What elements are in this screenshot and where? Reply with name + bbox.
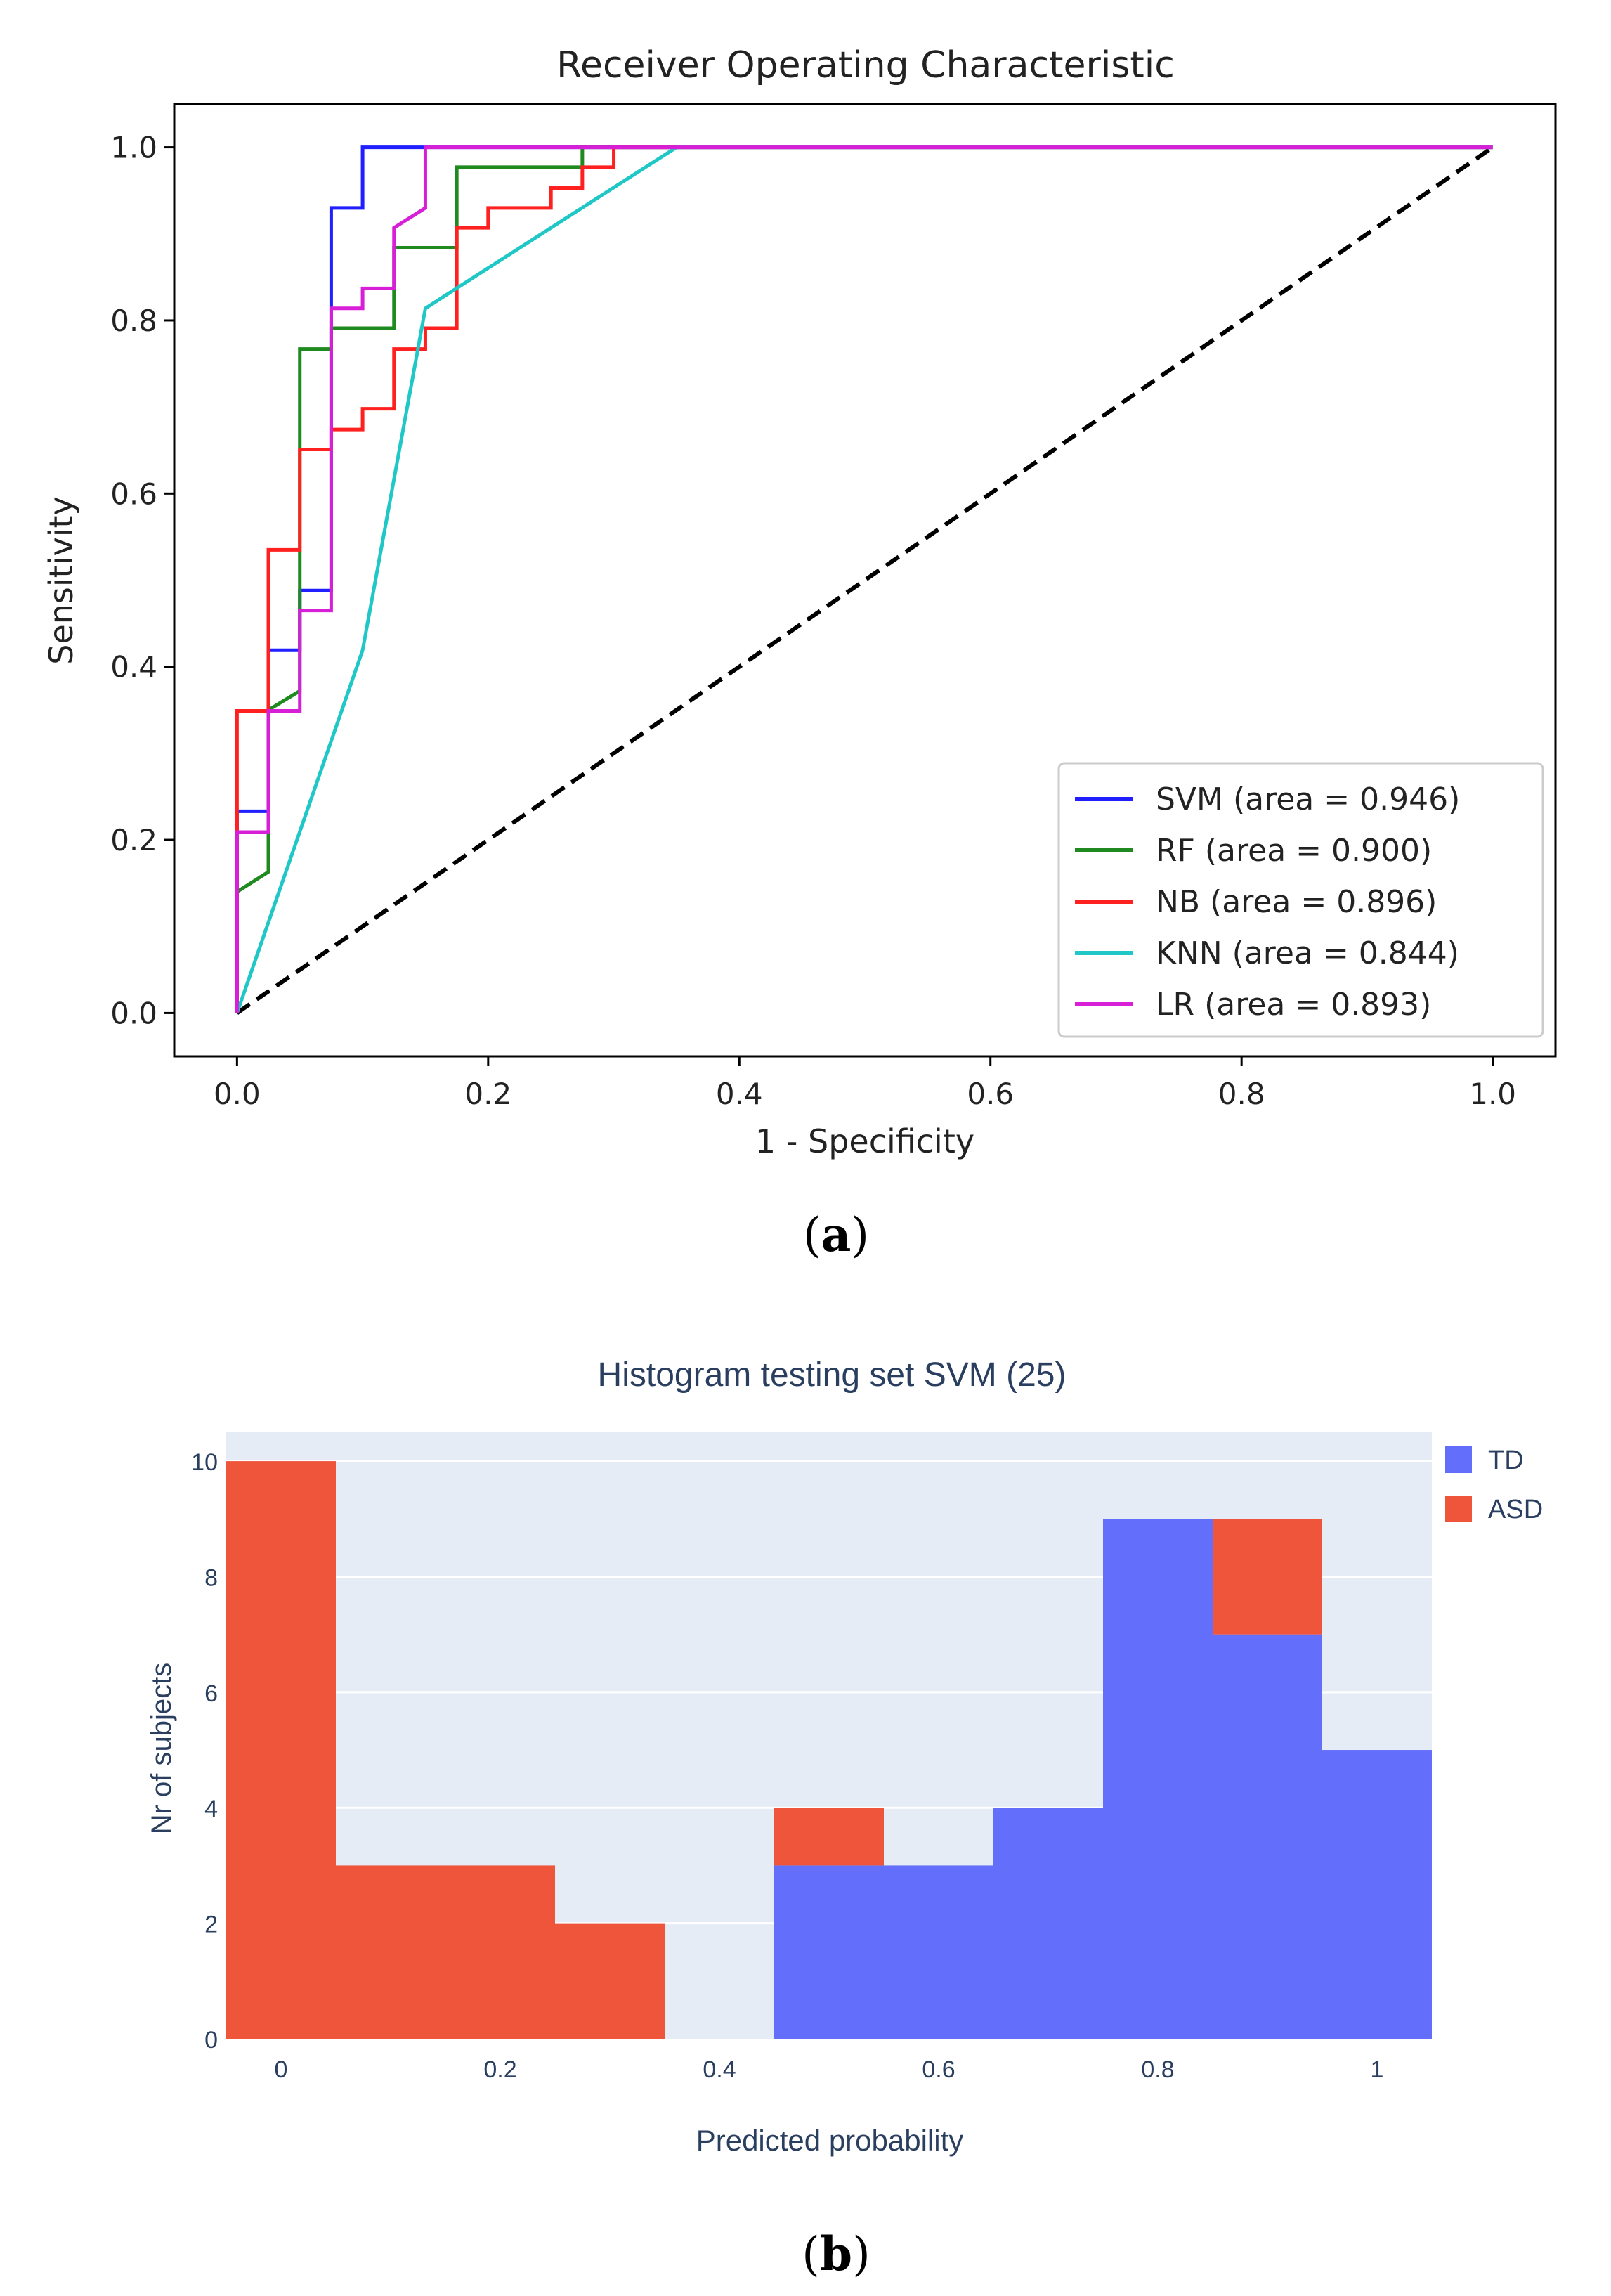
histogram-bar-asd xyxy=(445,1865,555,2039)
roc-x-tick-label: 0.8 xyxy=(1218,1077,1265,1111)
histogram-bars xyxy=(226,1461,1432,2039)
roc-x-tick-label: 0.0 xyxy=(214,1077,261,1111)
roc-y-tick-label: 0.6 xyxy=(110,476,157,511)
histogram-bar-asd xyxy=(1213,1519,1322,1635)
roc-legend-label-svm: SVM (area = 0.946) xyxy=(1156,781,1460,817)
histogram-legend-swatch-asd xyxy=(1445,1496,1472,1522)
histogram-bar-td xyxy=(884,1865,993,2039)
roc-y-tick-label: 1.0 xyxy=(110,131,157,165)
roc-curve-nb xyxy=(235,145,1493,1013)
roc-y-tick-label: 0.0 xyxy=(110,996,157,1030)
histogram-bar-asd xyxy=(336,1865,445,2039)
roc-y-tick-label: 0.4 xyxy=(110,650,157,685)
roc-legend-label-rf: RF (area = 0.900) xyxy=(1156,833,1432,869)
roc-legend-box xyxy=(1057,762,1544,1038)
histogram-x-tick-label: 1 xyxy=(1371,2056,1384,2083)
roc-curves xyxy=(235,145,1494,1015)
histogram-x-tick-label: 0.4 xyxy=(703,2056,736,2083)
histogram-y-tick-label: 0 xyxy=(204,2027,218,2054)
roc-x-tick-label: 1.0 xyxy=(1469,1077,1516,1111)
histogram-y-tick-label: 4 xyxy=(204,1796,218,1822)
histogram-x-tick-label: 0.2 xyxy=(483,2056,516,2083)
roc-x-tick-label: 0.6 xyxy=(967,1077,1014,1111)
caption-b: (b) xyxy=(802,2226,870,2281)
roc-chance-line xyxy=(235,145,1494,1015)
roc-x-tick-label: 0.4 xyxy=(716,1077,763,1111)
caption-a: (a) xyxy=(803,1207,869,1262)
histogram-legend-label-td: TD xyxy=(1488,1446,1524,1475)
histogram-legend-label-asd: ASD xyxy=(1488,1495,1543,1524)
roc-legend-label-lr: LR (area = 0.893) xyxy=(1156,987,1431,1023)
roc-y-axis: 0.0 0.2 0.4 0.6 0.8 1.0 xyxy=(110,131,174,1030)
caption-a-letter: a xyxy=(821,1207,852,1262)
roc-legend-label-nb: NB (area = 0.896) xyxy=(1156,884,1437,920)
histogram-bar-td xyxy=(993,1808,1103,2039)
roc-legend: SVM (area = 0.946) RF (area = 0.900) NB (a… xyxy=(1057,762,1544,1038)
histogram-bar-td xyxy=(1213,1634,1322,2039)
roc-x-axis-label: 1 - Specificity xyxy=(755,1122,974,1160)
histogram-x-axis-label: Predicted probability xyxy=(696,2124,964,2157)
caption-b-letter: b xyxy=(820,2226,852,2281)
roc-curve-lr xyxy=(235,145,1493,1013)
histogram-legend: TD ASD xyxy=(1445,1446,1543,1524)
histogram-x-axis: 0 0.2 0.4 0.6 0.8 1 xyxy=(275,2056,1384,2083)
roc-x-tick-label: 0.2 xyxy=(464,1077,511,1111)
histogram-y-tick-label: 10 xyxy=(191,1449,218,1476)
histogram-bar-td xyxy=(1103,1519,1213,2039)
histogram-x-tick-label: 0.8 xyxy=(1141,2056,1174,2083)
histogram-bar-asd xyxy=(555,1923,665,2039)
roc-title: Receiver Operating Characteristic xyxy=(556,44,1175,86)
histogram-bar-td xyxy=(774,1865,884,2039)
histogram-y-tick-label: 2 xyxy=(204,1912,218,1938)
histogram-bar-asd xyxy=(774,1808,884,1866)
histogram-y-tick-label: 8 xyxy=(204,1564,218,1591)
histogram-bar-asd xyxy=(226,1461,336,2039)
histogram-bar-td xyxy=(1322,1750,1432,2039)
histogram-title: Histogram testing set SVM (25) xyxy=(598,1356,1067,1394)
roc-chart: Receiver Operating Characteristic 0.0 0.2… xyxy=(42,44,1557,1160)
histogram-x-tick-label: 0 xyxy=(275,2056,288,2083)
roc-y-tick-label: 0.2 xyxy=(110,823,157,857)
roc-y-axis-label: Sensitivity xyxy=(42,496,80,664)
roc-x-axis: 0.0 0.2 0.4 0.6 0.8 1.0 xyxy=(214,1056,1516,1111)
histogram-legend-swatch-td xyxy=(1445,1446,1472,1473)
histogram-y-tick-label: 6 xyxy=(204,1680,218,1707)
histogram-y-axis-label: Nr of subjects xyxy=(146,1663,177,1835)
histogram-x-tick-label: 0.6 xyxy=(922,2056,955,2083)
histogram-y-axis: 0 2 4 6 8 10 xyxy=(191,1449,218,2054)
roc-legend-label-knn: KNN (area = 0.844) xyxy=(1156,935,1459,971)
roc-y-tick-label: 0.8 xyxy=(110,304,157,338)
